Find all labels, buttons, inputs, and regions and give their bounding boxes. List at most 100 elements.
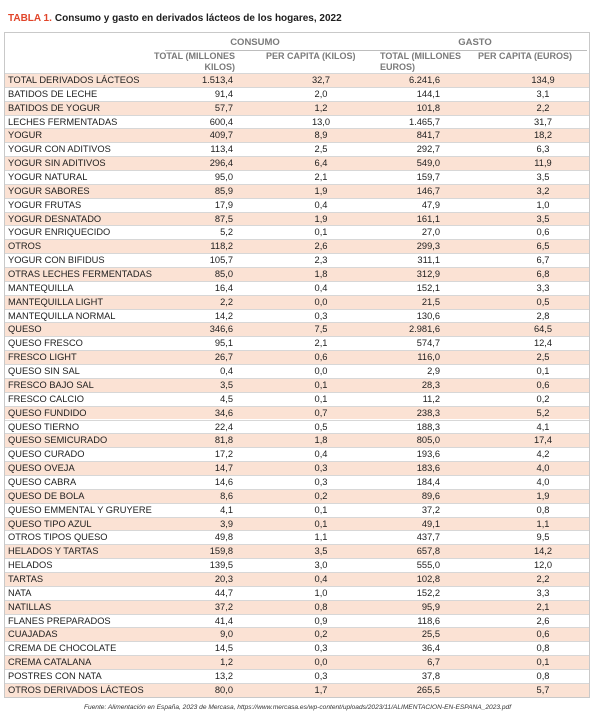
- table-row: HELADOS 139,5 3,0 555,0 12,0: [5, 558, 589, 572]
- cell-value: 3,5: [314, 546, 328, 557]
- cell-value: 549,0: [416, 158, 440, 169]
- row-label: FLANES PREPARADOS: [8, 615, 111, 626]
- cell-value: 13,0: [311, 116, 331, 127]
- cell-value: 0,3: [314, 670, 328, 681]
- cell-value: 95,9: [421, 601, 440, 612]
- cell-value: 1,9: [314, 213, 328, 224]
- table-row: OTROS 118,2 2,6 299,3 6,5: [5, 239, 589, 254]
- row-label: CREMA DE CHOCOLATE: [8, 643, 117, 654]
- table-row: QUESO TIERNO 22,4 0,5 188,3 4,1: [5, 419, 589, 434]
- table-row: YOGUR DESNATADO 87,5 1,9 161,1 3,5: [5, 211, 589, 226]
- table-row: FRESCO LIGHT 26,7 0,6 116,0 2,5: [5, 350, 589, 365]
- cell-value: 2,1: [314, 338, 328, 349]
- cell-value: 184,4: [416, 476, 440, 487]
- table-row: QUESO 346,6 7,5 2.981,6 64,5: [5, 322, 589, 337]
- cell-value: 4,5: [220, 393, 233, 404]
- table-row: LECHES FERMENTADAS 600,4 13,0 1.465,7 31,7: [5, 114, 589, 129]
- cell-value: 6,8: [536, 269, 550, 280]
- cell-value: 0,2: [314, 629, 328, 640]
- table-row: QUESO DE BOLA 8,6 0,2 89,6 1,9: [5, 488, 589, 503]
- cell-value: 144,1: [416, 88, 440, 99]
- cell-value: 9,5: [536, 532, 550, 543]
- table-row: NATILLAS 37,2 0,8 95,9 2,1: [5, 599, 589, 614]
- cell-value: 1,9: [314, 185, 328, 196]
- cell-value: 6,7: [427, 657, 440, 668]
- cell-value: 841,7: [416, 130, 440, 141]
- row-label: QUESO FRESCO: [8, 338, 83, 349]
- cell-value: 3,9: [220, 518, 233, 529]
- cell-value: 17,4: [533, 435, 553, 446]
- cell-value: 118,6: [417, 615, 440, 626]
- cell-value: 2,5: [314, 144, 328, 155]
- cell-value: 4,1: [536, 421, 550, 432]
- group-header: CONSUMO: [230, 37, 280, 48]
- cell-value: 57,7: [214, 102, 233, 113]
- cell-value: 805,0: [416, 435, 440, 446]
- table-row: CREMA DE CHOCOLATE 14,5 0,3 36,4 0,8: [5, 641, 589, 655]
- cell-value: 0,1: [536, 366, 550, 377]
- table-row: OTRAS LECHES FERMENTADAS 85,0 1,8 312,9 6,8: [5, 267, 589, 281]
- cell-value: 152,1: [416, 282, 440, 293]
- row-label: YOGUR CON ADITIVOS: [8, 144, 111, 155]
- cell-value: 312,9: [416, 269, 440, 280]
- cell-value: 1,2: [220, 657, 233, 668]
- cell-value: 44,7: [214, 587, 233, 598]
- cell-value: 574,7: [416, 338, 440, 349]
- cell-value: 5,2: [220, 227, 233, 238]
- cell-value: 0,7: [314, 407, 328, 418]
- cell-value: 3,0: [314, 560, 328, 571]
- cell-value: 0,4: [314, 449, 328, 460]
- table-row: OTROS DERIVADOS LÁCTEOS 80,0 1,7 265,5 5,7: [5, 682, 589, 697]
- cell-value: 102,8: [416, 573, 440, 584]
- table-row: QUESO FRESCO 95,1 2,1 574,7 12,4: [5, 336, 589, 350]
- cell-value: 101,8: [416, 102, 440, 113]
- row-label: FRESCO CALCIO: [8, 393, 84, 404]
- row-label: OTROS DERIVADOS LÁCTEOS: [8, 684, 144, 695]
- row-label: CREMA CATALANA: [8, 657, 92, 668]
- cell-value: 14,6: [214, 476, 233, 487]
- table-row: MANTEQUILLA NORMAL 14,2 0,3 130,6 2,8: [5, 308, 589, 323]
- row-label: QUESO: [8, 324, 42, 335]
- title-text: Consumo y gasto en derivados lácteos de …: [54, 13, 342, 24]
- cell-value: 25,5: [421, 629, 440, 640]
- cell-value: 0,2: [536, 393, 550, 404]
- table-row: FLANES PREPARADOS 41,4 0,9 118,6 2,6: [5, 613, 589, 628]
- cell-value: 9,0: [220, 629, 233, 640]
- row-label: YOGUR CON BIFIDUS: [8, 255, 105, 266]
- cell-value: 3,5: [220, 379, 233, 390]
- column-header: TOTAL (MILLONES KILOS): [154, 51, 235, 72]
- table-row: MANTEQUILLA LIGHT 2,2 0,0 21,5 0,5: [5, 294, 589, 309]
- cell-value: 0,2: [314, 490, 328, 501]
- table-row: NATA 44,7 1,0 152,2 3,3: [5, 585, 589, 600]
- cell-value: 13,2: [214, 670, 233, 681]
- cell-value: 80,0: [214, 684, 233, 695]
- cell-value: 14,7: [214, 463, 233, 474]
- cell-value: 657,8: [416, 546, 440, 557]
- cell-value: 0,0: [314, 366, 328, 377]
- column-header: TOTAL (MILLONES EUROS): [380, 51, 461, 72]
- table-title: TABLA 1. Consumo y gasto en derivados lác…: [8, 13, 342, 24]
- cell-value: 16,4: [214, 282, 233, 293]
- cell-value: 0,6: [536, 629, 550, 640]
- row-label: FRESCO LIGHT: [8, 352, 77, 363]
- row-label: TOTAL DERIVADOS LÁCTEOS: [8, 75, 140, 85]
- cell-value: 2,2: [536, 102, 550, 113]
- row-label: YOGUR NATURAL: [8, 172, 88, 183]
- table-row: FRESCO BAJO SAL 3,5 0,1 28,3 0,6: [5, 377, 589, 392]
- row-label: QUESO SEMICURADO: [8, 435, 108, 446]
- group-rule: [382, 50, 587, 51]
- table-row: CUAJADAS 9,0 0,2 25,5 0,6: [5, 627, 589, 642]
- table-row: YOGUR ENRIQUECIDO 5,2 0,1 27,0 0,6: [5, 225, 589, 239]
- cell-value: 37,2: [214, 601, 233, 612]
- row-label: MANTEQUILLA NORMAL: [8, 310, 116, 321]
- cell-value: 146,7: [416, 185, 440, 196]
- cell-value: 2,2: [536, 573, 550, 584]
- title-label: TABLA 1.: [8, 13, 52, 24]
- cell-value: 159,7: [416, 172, 440, 183]
- cell-value: 0,3: [314, 476, 328, 487]
- cell-value: 0,1: [314, 504, 328, 515]
- row-label: HELADOS Y TARTAS: [8, 546, 99, 557]
- cell-value: 296,4: [209, 158, 233, 169]
- cell-value: 292,7: [416, 144, 440, 155]
